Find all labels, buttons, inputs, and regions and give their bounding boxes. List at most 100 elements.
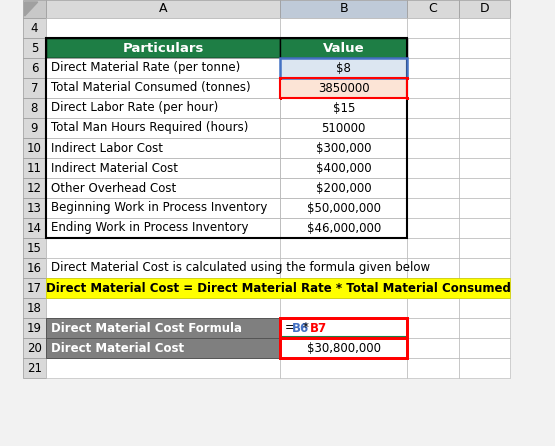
Bar (280, 198, 407, 218)
Text: Indirect Labor Cost: Indirect Labor Cost (51, 141, 163, 154)
Text: B6: B6 (292, 322, 309, 334)
Bar (23, 198, 46, 218)
Bar (407, 258, 458, 278)
Text: 20: 20 (27, 342, 42, 355)
Text: Total Material Consumed (tonnes): Total Material Consumed (tonnes) (51, 82, 250, 95)
Bar (280, 158, 407, 178)
Bar (280, 178, 407, 198)
Bar (458, 178, 510, 198)
Bar (23, 158, 46, 178)
Bar (406, 97, 409, 100)
Bar (46, 218, 280, 238)
Bar (46, 38, 280, 58)
Bar (280, 98, 407, 118)
Text: Particulars: Particulars (123, 41, 204, 54)
Bar (46, 338, 280, 358)
Text: $50,000,000: $50,000,000 (307, 202, 381, 215)
Text: Other Overhead Cost: Other Overhead Cost (51, 182, 176, 194)
Bar (280, 0, 407, 18)
Bar (280, 318, 407, 358)
Text: $200,000: $200,000 (316, 182, 372, 194)
Bar (46, 198, 280, 218)
Bar (46, 338, 280, 358)
Bar (280, 198, 407, 218)
Bar (458, 18, 510, 38)
Text: 18: 18 (27, 301, 42, 314)
Bar (407, 0, 458, 18)
Bar (280, 78, 407, 98)
Bar (458, 158, 510, 178)
Bar (280, 318, 407, 338)
Bar (458, 198, 510, 218)
Bar (407, 318, 458, 338)
Bar (46, 58, 280, 78)
Bar (407, 298, 458, 318)
Text: A: A (159, 3, 168, 16)
Bar (280, 78, 407, 98)
Bar (407, 38, 458, 58)
Bar (23, 178, 46, 198)
Text: Indirect Material Cost: Indirect Material Cost (51, 161, 178, 174)
Bar (407, 358, 458, 378)
Text: Total Man Hours Required (hours): Total Man Hours Required (hours) (51, 121, 248, 135)
Bar (458, 118, 510, 138)
Text: 9: 9 (31, 121, 38, 135)
Bar (46, 138, 280, 158)
Bar (46, 158, 280, 178)
Bar (23, 298, 46, 318)
Bar (46, 158, 280, 178)
Bar (407, 278, 458, 298)
Bar (407, 98, 458, 118)
Text: Direct Labor Rate (per hour): Direct Labor Rate (per hour) (51, 102, 218, 115)
Bar (280, 338, 407, 358)
Text: 15: 15 (27, 241, 42, 255)
Bar (458, 58, 510, 78)
Bar (280, 98, 407, 118)
Bar (280, 58, 407, 78)
Text: 12: 12 (27, 182, 42, 194)
Bar (23, 58, 46, 78)
Text: 11: 11 (27, 161, 42, 174)
Text: Value: Value (323, 41, 365, 54)
Bar (23, 18, 46, 38)
Text: Direct Material Cost: Direct Material Cost (51, 342, 184, 355)
Bar (407, 198, 458, 218)
Bar (280, 58, 407, 78)
Bar (280, 298, 407, 318)
Text: 10: 10 (27, 141, 42, 154)
Bar (46, 198, 280, 218)
Bar (458, 278, 510, 298)
Text: Direct Material Cost is calculated using the formula given below: Direct Material Cost is calculated using… (51, 261, 430, 274)
Bar (46, 58, 280, 78)
Bar (458, 298, 510, 318)
Bar (46, 98, 280, 118)
Polygon shape (24, 2, 38, 16)
Bar (407, 238, 458, 258)
Bar (280, 238, 407, 258)
Bar (46, 218, 280, 238)
Bar (458, 238, 510, 258)
Text: 13: 13 (27, 202, 42, 215)
Text: Direct Material Cost Formula: Direct Material Cost Formula (51, 322, 242, 334)
Text: *: * (303, 322, 309, 334)
Bar (280, 138, 407, 158)
Bar (407, 118, 458, 138)
Bar (46, 278, 510, 298)
Bar (23, 338, 46, 358)
Text: $400,000: $400,000 (316, 161, 372, 174)
Bar (23, 238, 46, 258)
Bar (280, 38, 407, 58)
Bar (458, 318, 510, 338)
Bar (280, 118, 407, 138)
Text: $8: $8 (336, 62, 351, 74)
Text: 14: 14 (27, 222, 42, 235)
Bar (23, 118, 46, 138)
Bar (280, 118, 407, 138)
Bar (407, 138, 458, 158)
Bar (280, 338, 407, 358)
Text: 21: 21 (27, 362, 42, 375)
Bar (46, 38, 280, 58)
Text: B: B (340, 3, 348, 16)
Bar (23, 218, 46, 238)
Bar (280, 258, 407, 278)
